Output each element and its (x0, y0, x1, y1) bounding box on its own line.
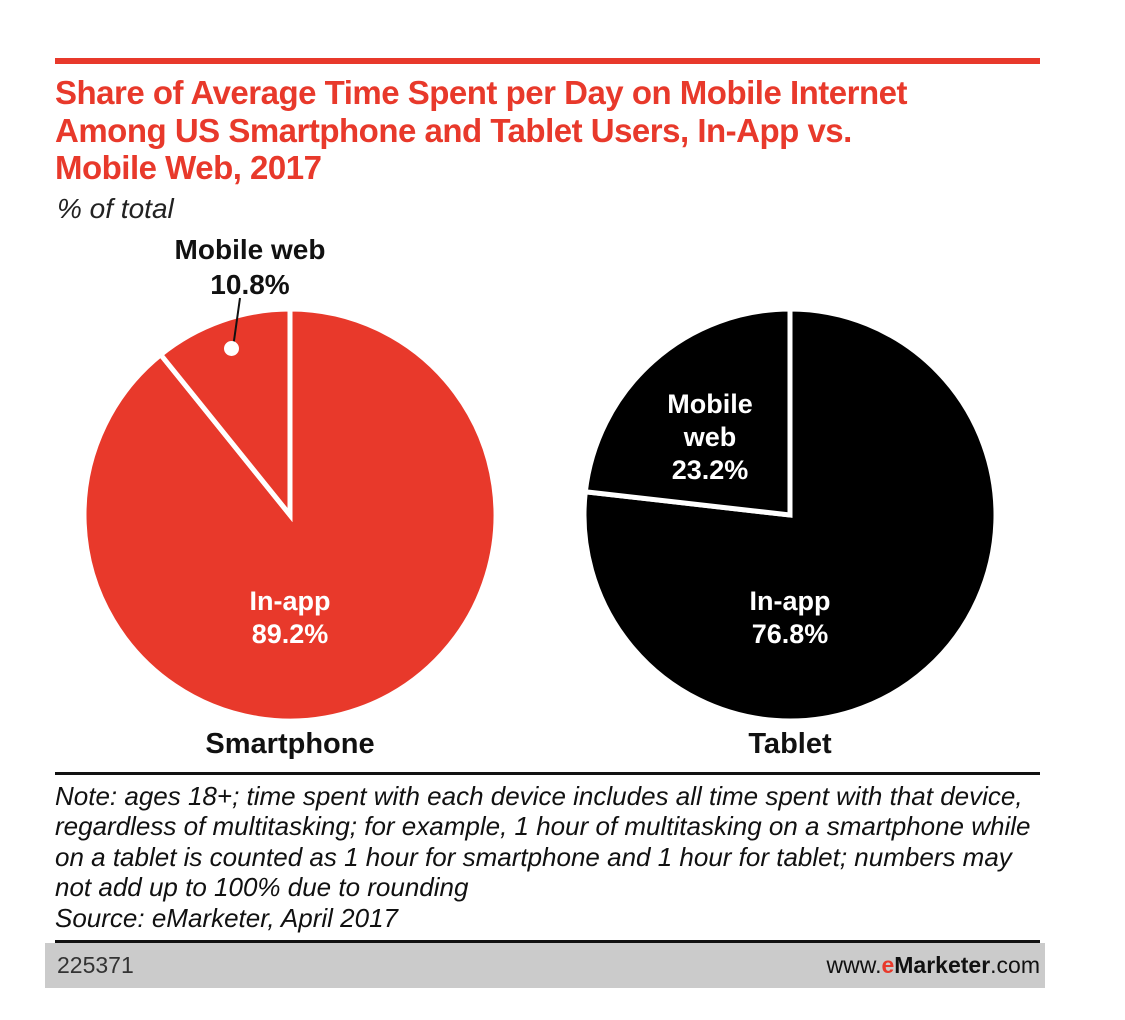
note-text: Note: ages 18+; time spent with each dev… (55, 781, 1031, 903)
smartphone-mobile-web-callout: Mobile web 10.8% (150, 232, 350, 302)
source-text: Source: eMarketer, April 2017 (55, 902, 398, 933)
tablet-inapp-label: In-app (749, 586, 831, 616)
smartphone-caption: Smartphone (205, 728, 375, 760)
callout-leader-dot (224, 341, 239, 356)
smartphone-mobile-web-value: 10.8% (210, 269, 290, 300)
note-divider (55, 772, 1040, 775)
emarketer-url: www.eMarketer.com (827, 943, 1040, 988)
chart-title: Share of Average Time Spent per Day on M… (55, 74, 907, 187)
tablet-inapp-label-group: In-app 76.8% (690, 585, 890, 651)
chart-id: 225371 (57, 952, 134, 978)
footer-bar (45, 943, 1045, 988)
smartphone-pie-chart (81, 306, 499, 724)
url-brand-name: Marketer (894, 952, 991, 978)
smartphone-inapp-label: In-app (249, 586, 331, 616)
tablet-mobile-web-label-line2: web (683, 421, 737, 452)
smartphone-inapp-label-group: In-app 89.2% (190, 585, 390, 651)
top-accent-rule (55, 58, 1040, 64)
tablet-pie-chart (581, 306, 999, 724)
tablet-mobile-web-value: 23.2% (671, 454, 749, 485)
footer-divider (55, 940, 1040, 943)
tablet-mobile-web-label-group: Mobile web 23.2% (635, 388, 785, 487)
smartphone-inapp-value: 89.2% (251, 618, 329, 649)
tablet-caption: Tablet (748, 728, 832, 760)
note-block: Note: ages 18+; time spent with each dev… (55, 781, 1040, 933)
tablet-inapp-value: 76.8% (751, 618, 829, 649)
smartphone-mobile-web-label: Mobile web (174, 234, 326, 265)
chart-subtitle: % of total (57, 193, 174, 224)
url-www: www. (826, 952, 882, 978)
url-brand-e: e (881, 952, 895, 978)
url-com: .com (990, 952, 1040, 978)
tablet-mobile-web-label-line1: Mobile (667, 389, 753, 419)
